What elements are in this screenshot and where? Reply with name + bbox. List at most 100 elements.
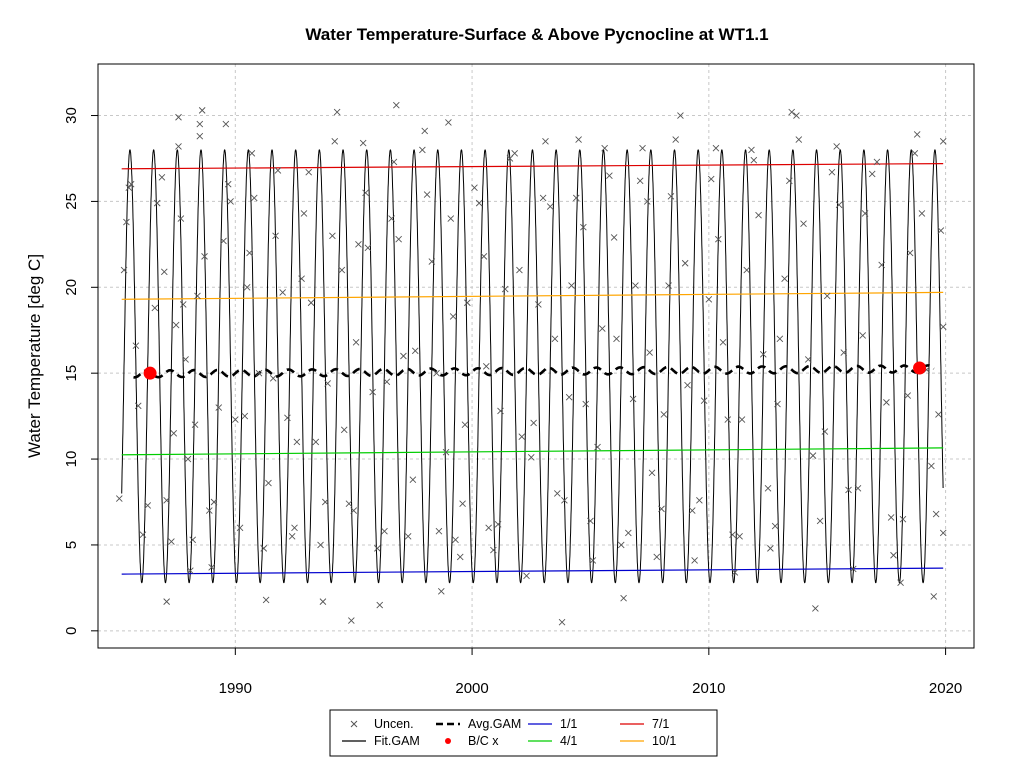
uncensored-point — [139, 531, 147, 538]
uncensored-point — [743, 266, 751, 274]
uncensored-point — [435, 527, 443, 535]
uncensored-point — [364, 244, 372, 252]
uncensored-point — [224, 180, 232, 188]
uncensored-point — [539, 194, 547, 202]
uncensored-point — [617, 541, 625, 549]
uncensored-point — [312, 438, 320, 446]
uncensored-point — [241, 412, 249, 420]
uncensored-point — [677, 112, 684, 119]
uncensored-point — [781, 275, 788, 283]
series-line-4-1 — [121, 447, 944, 456]
legend-key-0 — [350, 720, 358, 728]
uncensored-point — [809, 452, 817, 459]
uncensored-point — [210, 498, 218, 506]
x-tick-label: 2020 — [929, 680, 962, 697]
uncensored-point — [215, 404, 223, 411]
uncensored-point — [736, 533, 743, 540]
uncensored-point — [220, 237, 227, 245]
series-lines — [121, 149, 944, 584]
uncensored-point — [939, 137, 947, 145]
uncensored-point — [835, 201, 843, 209]
uncensored-point — [395, 235, 402, 243]
uncensored-point — [480, 253, 488, 260]
uncensored-point — [132, 342, 140, 350]
uncensored-point — [374, 545, 381, 552]
uncensored-point — [189, 536, 197, 544]
legend-label-1: Fit.GAM — [374, 734, 420, 748]
uncensored-point — [897, 579, 904, 587]
uncensored-point — [123, 218, 130, 226]
uncensored-point — [620, 594, 627, 602]
uncensored-point — [887, 514, 895, 521]
uncensored-point — [764, 484, 772, 492]
uncensored-point — [558, 618, 566, 626]
legend-label-4: 1/1 — [560, 717, 577, 731]
uncensored-point — [587, 517, 594, 525]
uncensored-point — [160, 268, 168, 276]
uncensored-point — [494, 521, 502, 528]
uncensored-point — [437, 587, 445, 595]
uncensored-point — [421, 127, 429, 135]
uncensored-point — [816, 517, 824, 525]
series-line-7-1 — [121, 163, 944, 170]
uncensored-point — [899, 515, 907, 523]
uncensored-point — [535, 301, 542, 308]
uncensored-point — [646, 349, 653, 356]
uncensored-point — [648, 469, 656, 477]
uncensored-point — [449, 313, 457, 320]
uncensored-point — [163, 496, 170, 504]
uncensored-point — [939, 529, 947, 537]
uncensored-point — [707, 175, 715, 183]
uncensored-point — [461, 421, 469, 429]
uncensored-point — [205, 507, 213, 514]
uncensored-point — [833, 143, 840, 150]
y-tick-label: 30 — [63, 107, 80, 124]
uncensored-point — [795, 136, 803, 143]
uncensored-point — [828, 168, 836, 176]
y-axis-label: Water Temperature [deg C] — [25, 254, 44, 458]
uncensored-point — [523, 572, 530, 580]
uncensored-points — [115, 101, 947, 626]
uncensored-point — [184, 455, 192, 463]
uncensored-point — [759, 350, 767, 358]
uncensored-point — [878, 261, 885, 269]
bc-point — [143, 366, 157, 380]
legend-key-3 — [445, 738, 451, 744]
uncensored-point — [490, 546, 497, 554]
uncensored-point — [300, 210, 308, 217]
uncensored-point — [594, 443, 601, 451]
uncensored-point — [321, 498, 329, 506]
uncensored-point — [191, 421, 199, 429]
uncensored-point — [935, 411, 942, 418]
uncensored-point — [928, 462, 935, 470]
uncensored-point — [175, 113, 182, 121]
uncensored-point — [589, 557, 597, 564]
chart-title: Water Temperature-Surface & Above Pycnoc… — [305, 25, 768, 44]
uncensored-point — [906, 249, 914, 257]
uncensored-point — [712, 144, 720, 152]
uncensored-point — [388, 215, 395, 222]
uncensored-point — [565, 393, 573, 401]
uncensored-point — [755, 211, 762, 219]
uncensored-point — [248, 149, 256, 157]
uncensored-point — [793, 112, 800, 119]
uncensored-point — [653, 553, 661, 561]
uncensored-point — [553, 490, 561, 497]
uncensored-point — [660, 411, 668, 418]
uncensored-point — [329, 232, 336, 240]
uncensored-point — [348, 617, 355, 624]
uncensored-point — [497, 407, 504, 415]
uncensored-point — [279, 289, 286, 296]
uncensored-point — [307, 299, 315, 307]
uncensored-point — [632, 282, 639, 289]
uncensored-point — [823, 292, 831, 300]
uncensored-point — [404, 533, 412, 540]
uncensored-point — [575, 136, 582, 143]
uncensored-point — [459, 500, 466, 508]
uncensored-point — [629, 395, 637, 403]
uncensored-point — [362, 189, 369, 197]
uncensored-point — [667, 192, 675, 200]
series-line-10-1 — [121, 291, 944, 300]
uncensored-point — [409, 476, 417, 483]
uncensored-point — [208, 563, 215, 571]
